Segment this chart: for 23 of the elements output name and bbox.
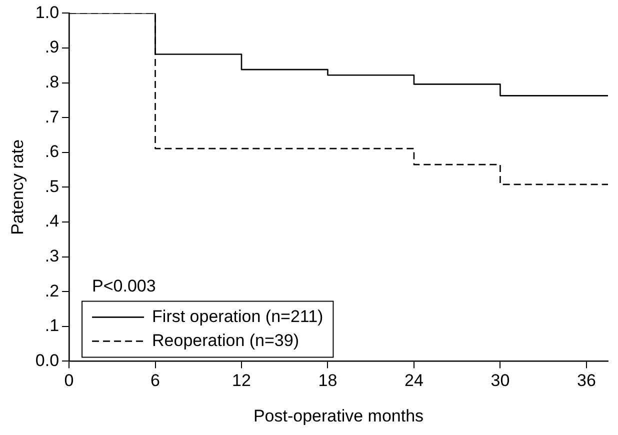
y-tick-label: .5 — [44, 176, 60, 196]
legend-label: First operation (n=211) — [152, 306, 324, 326]
x-tick-label: 36 — [576, 371, 596, 390]
x-tick-label: 30 — [490, 371, 510, 390]
x-axis-title: Post-operative months — [253, 406, 424, 426]
x-tick-label: 0 — [64, 371, 74, 390]
x-tick-label: 6 — [150, 371, 160, 390]
y-tick-label: .2 — [44, 281, 60, 300]
annotation: P<0.003 — [92, 276, 156, 296]
y-tick-label: 1.0 — [35, 2, 60, 22]
y-tick-label: .3 — [44, 246, 60, 266]
y-tick-label: .1 — [44, 316, 60, 336]
y-tick-label: .6 — [44, 142, 60, 162]
y-tick-label: .7 — [44, 107, 60, 126]
legend-label: Reoperation (n=39) — [152, 330, 299, 350]
y-axis-title: Patency rate — [8, 139, 27, 235]
y-tick-label: .8 — [44, 72, 60, 92]
x-tick-label: 12 — [232, 371, 251, 390]
x-tick-label: 24 — [404, 371, 424, 390]
y-tick-label: .9 — [44, 38, 60, 57]
y-tick-label: 0.0 — [35, 350, 60, 370]
x-tick-label: 18 — [318, 371, 338, 390]
y-tick-label: .4 — [44, 212, 60, 231]
